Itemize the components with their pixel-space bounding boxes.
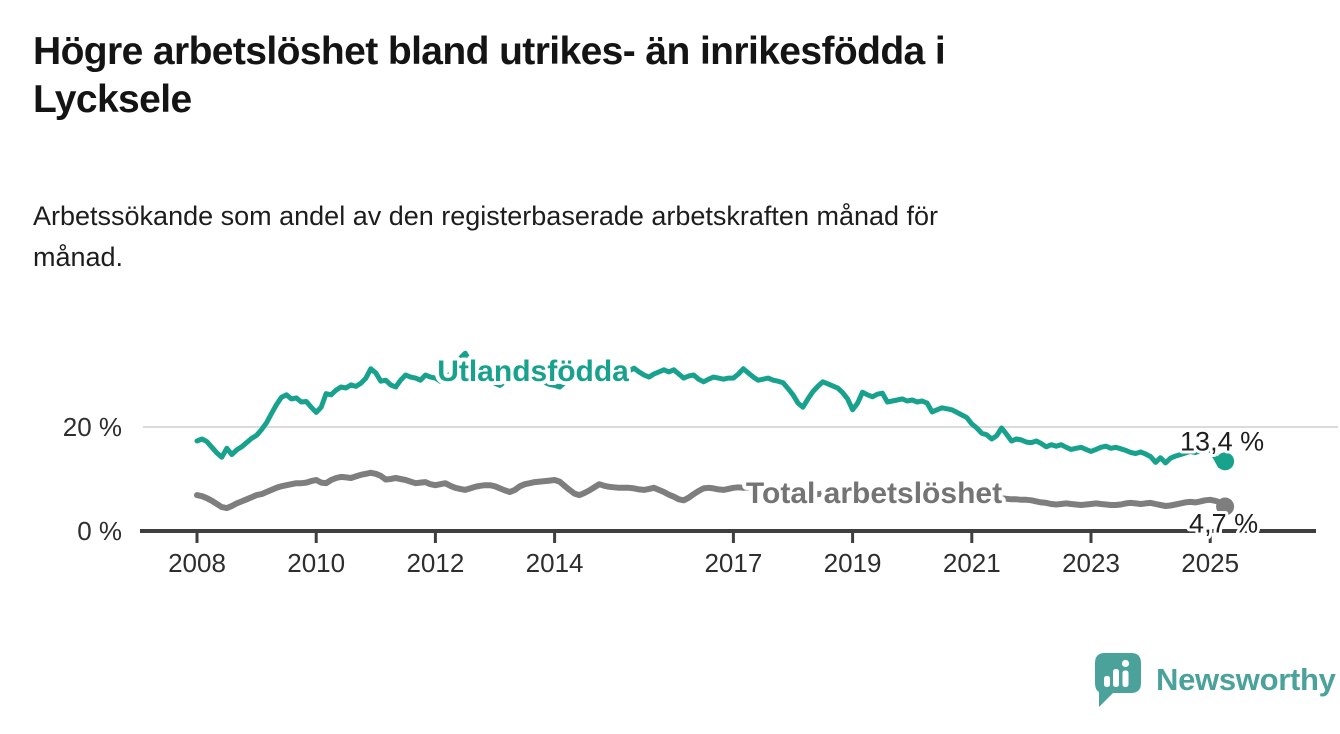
x-tick-label-2019: 2019 xyxy=(824,548,882,578)
series-label-utlandsfodda: Utlandsfödda xyxy=(437,355,629,388)
newsworthy-logo-text: Newsworthy xyxy=(1156,661,1336,697)
bar-tall xyxy=(1122,670,1129,687)
series-end-dot-utlandsfodda xyxy=(1216,452,1235,471)
end-value-label-utlandsfodda: 13,4 % xyxy=(1180,426,1264,456)
series-label-total: Total arbetslöshet xyxy=(746,477,1002,510)
series-line-utlandsfodda xyxy=(194,350,1228,469)
end-value-label-total: 4,7 % xyxy=(1189,509,1258,539)
series-line-total xyxy=(194,469,1229,512)
page-title-line-2: Lycksele xyxy=(33,78,192,122)
newsworthy-logo-icon xyxy=(1095,653,1141,707)
x-tick-label-2017: 2017 xyxy=(704,548,762,578)
chart-subtitle-line-1: Arbetssökande som andel av den registerb… xyxy=(33,201,939,231)
x-tick-label-2008: 2008 xyxy=(168,548,226,578)
bar-medium xyxy=(1113,669,1119,687)
x-tick-label-2014: 2014 xyxy=(526,548,584,578)
exclamation-dot xyxy=(1121,659,1130,668)
unemployment-line-chart: 13,4 % Utlandsfödda 4,7 % Total arbetslöshe… xyxy=(63,350,1338,578)
page-title: Högre arbetslöshet bland utrikes- än inr… xyxy=(33,28,1283,125)
x-tick-label-2025: 2025 xyxy=(1181,548,1239,578)
bar-small xyxy=(1104,676,1110,687)
page-title-line-1: Högre arbetslöshet bland utrikes- än inr… xyxy=(33,30,946,73)
y-tick-label-0: 0 % xyxy=(77,516,122,546)
chart-subtitle-line-2: månad. xyxy=(33,241,124,272)
series-end-dot-total xyxy=(1216,497,1235,516)
newsworthy-logo: Newsworthy xyxy=(1093,651,1336,708)
x-tick-label-2023: 2023 xyxy=(1062,548,1120,578)
x-tick-label-2021: 2021 xyxy=(943,548,1001,578)
y-tick-label-20: 20 % xyxy=(63,412,122,442)
chart-subtitle: Arbetssökande som andel av den registerb… xyxy=(33,196,1283,277)
x-tick-label-2010: 2010 xyxy=(287,548,345,578)
x-tick-label-2012: 2012 xyxy=(406,548,464,578)
